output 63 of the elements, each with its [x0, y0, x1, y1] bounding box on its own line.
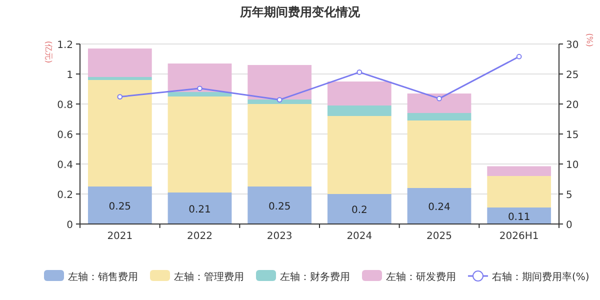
point [436, 96, 442, 102]
y2-tick-label: 5 [566, 190, 572, 201]
legend-label: 左轴：销售费用 [68, 271, 138, 283]
chart-title: 历年期间费用变化情况 [239, 5, 361, 19]
legend-label: 左轴：财务费用 [280, 271, 350, 283]
bar [327, 106, 392, 116]
legend-label: 左轴：研发费用 [386, 271, 456, 283]
bar [88, 80, 152, 186]
y-tick-label: 0.6 [57, 130, 73, 141]
bar [248, 100, 312, 104]
bar [88, 48, 152, 77]
bar [168, 92, 232, 96]
bar [327, 194, 392, 224]
bar [168, 64, 232, 92]
point [197, 86, 202, 92]
x-tick-label: 2021 [107, 231, 133, 242]
bar [168, 96, 232, 192]
x-tick-label: 2024 [346, 231, 372, 242]
y-tick-label: 0 [66, 220, 73, 231]
bar [407, 188, 472, 224]
point [516, 54, 522, 60]
data-label: 0.25 [268, 201, 291, 212]
x-tick-label: 2022 [187, 231, 212, 242]
bar [168, 192, 232, 224]
y2-tick-label: 15 [566, 130, 579, 141]
y2-tick-label: 0 [566, 220, 572, 231]
legend-label: 左轴：管理费用 [174, 271, 244, 283]
y2-tick-label: 20 [566, 100, 579, 111]
bar [407, 113, 472, 120]
bar [327, 116, 392, 194]
point [356, 70, 362, 75]
y-tick-label: 0.4 [57, 160, 73, 171]
y2-tick-label: 25 [566, 70, 579, 81]
x-tick-label: 2026H1 [499, 231, 539, 242]
data-label: 0.25 [108, 201, 132, 212]
x-tick-label: 2025 [426, 231, 452, 242]
y2-tick-label: 30 [566, 40, 579, 51]
y-axis-title: (亿元) [44, 40, 53, 64]
bar [487, 166, 552, 176]
point [276, 97, 282, 102]
data-label: 0.21 [188, 204, 211, 216]
bar [407, 120, 472, 188]
data-label: 0.2 [351, 205, 368, 216]
y-tick-label: 0.2 [57, 190, 73, 201]
y-tick-label: 0.8 [57, 100, 73, 111]
y-tick-label: 1.2 [57, 40, 73, 51]
bar [248, 65, 312, 100]
bar [407, 94, 472, 113]
bar [248, 104, 312, 186]
bar [88, 77, 152, 80]
y2-axis-title: (%) [585, 33, 594, 47]
data-label: 0.24 [428, 202, 450, 213]
legend-label: 右轴：期间费用率(%) [492, 271, 590, 283]
bar [248, 186, 312, 224]
bar [327, 82, 392, 106]
x-tick-label: 2023 [266, 231, 292, 242]
point [117, 94, 123, 100]
bar [487, 208, 552, 224]
bar [88, 186, 152, 224]
y-tick-label: 1 [66, 70, 73, 81]
y2-tick-label: 10 [566, 160, 579, 171]
data-label: 0.11 [508, 212, 530, 223]
bar [487, 176, 552, 208]
